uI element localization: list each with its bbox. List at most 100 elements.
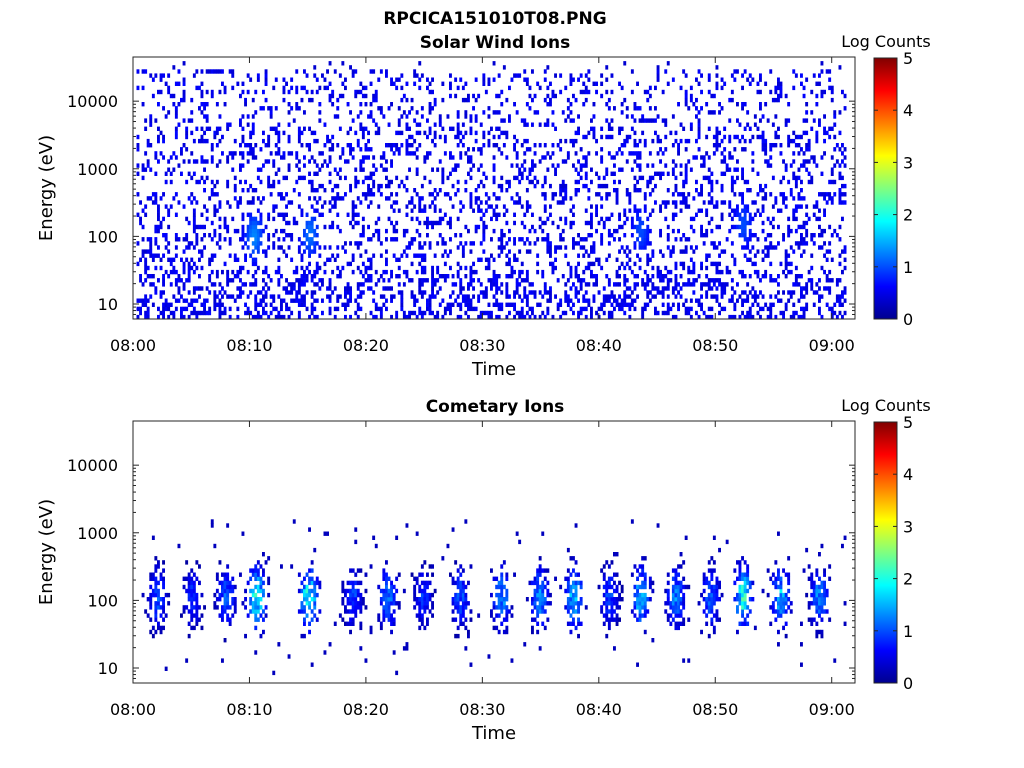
- heatmap-cell: [525, 77, 529, 82]
- heatmap-cell: [531, 580, 534, 586]
- heatmap-cell: [192, 625, 196, 631]
- heatmap-cell: [541, 192, 545, 197]
- heatmap-cell: [251, 592, 255, 598]
- heatmap-cell: [136, 163, 140, 168]
- heatmap-cell: [182, 576, 186, 581]
- heatmap-cell: [454, 560, 458, 565]
- heatmap-cell: [428, 106, 432, 111]
- heatmap-cell: [615, 192, 619, 197]
- heatmap-cell: [262, 163, 265, 168]
- heatmap-cell: [369, 81, 373, 86]
- heatmap-cell: [195, 617, 199, 622]
- heatmap-cell: [613, 617, 616, 622]
- heatmap-cell: [282, 286, 286, 291]
- heatmap-cell: [841, 249, 844, 254]
- heatmap-cell: [354, 572, 358, 577]
- heatmap-cell: [285, 290, 288, 295]
- heatmap-cell: [461, 286, 465, 291]
- heatmap-cell: [387, 576, 391, 581]
- heatmap-cell: [741, 216, 744, 222]
- heatmap-cell: [297, 286, 301, 291]
- heatmap-cell: [533, 592, 537, 598]
- heatmap-cell: [318, 286, 322, 291]
- heatmap-cell: [359, 163, 363, 168]
- heatmap-cell: [818, 278, 821, 283]
- heatmap-cell: [420, 621, 424, 626]
- heatmap-cell: [174, 126, 178, 131]
- heatmap-cell: [736, 212, 739, 217]
- heatmap-cell: [315, 200, 319, 205]
- heatmap-cell: [341, 580, 345, 586]
- heatmap-cell: [146, 306, 150, 312]
- heatmap-cell: [226, 200, 230, 205]
- heatmap-cell: [472, 261, 475, 267]
- heatmap-cell: [482, 290, 486, 295]
- heatmap-cell: [805, 102, 809, 107]
- heatmap-cell: [436, 265, 440, 271]
- heatmap-cell: [354, 220, 358, 226]
- heatmap-cell: [200, 625, 204, 631]
- heatmap-cell: [646, 233, 650, 238]
- heatmap-cell: [733, 167, 737, 172]
- heatmap-cell: [151, 93, 155, 99]
- heatmap-cell: [223, 584, 227, 590]
- heatmap-cell: [249, 151, 253, 156]
- heatmap-cell: [513, 257, 516, 262]
- heatmap-cell: [144, 204, 148, 209]
- heatmap-cell: [223, 576, 227, 581]
- heatmap-cell: [359, 646, 363, 651]
- heatmap-cell: [484, 265, 488, 271]
- heatmap-cell: [154, 584, 158, 590]
- heatmap-cell: [351, 204, 355, 209]
- heatmap-cell: [671, 114, 675, 119]
- heatmap-cell: [431, 601, 434, 606]
- x-tick-label: 09:00: [809, 336, 855, 355]
- heatmap-cell: [577, 171, 580, 176]
- heatmap-cell: [292, 118, 296, 123]
- heatmap-cell: [761, 114, 765, 119]
- heatmap-cell: [461, 97, 465, 103]
- heatmap-cell: [579, 286, 583, 291]
- heatmap-cell: [387, 609, 391, 614]
- heatmap-cell: [549, 249, 552, 254]
- heatmap-cell: [805, 143, 809, 148]
- heatmap-cell: [743, 212, 747, 217]
- heatmap-cell: [492, 617, 496, 622]
- heatmap-cell: [246, 245, 250, 250]
- heatmap-cell: [303, 294, 306, 299]
- heatmap-cell: [651, 282, 655, 287]
- heatmap-cell: [764, 138, 768, 144]
- heatmap-cell: [433, 143, 437, 148]
- heatmap-cell: [607, 126, 611, 131]
- heatmap-cell: [177, 122, 181, 127]
- heatmap-cell: [249, 588, 253, 594]
- heatmap-cell: [610, 302, 614, 307]
- heatmap-cell: [274, 306, 278, 312]
- heatmap-cell: [310, 274, 314, 279]
- heatmap-cell: [518, 294, 522, 299]
- heatmap-cell: [531, 122, 534, 127]
- heatmap-cell: [223, 306, 227, 312]
- heatmap-cell: [674, 212, 678, 217]
- heatmap-cell: [500, 592, 504, 598]
- heatmap-cell: [369, 274, 373, 279]
- heatmap-cell: [707, 126, 711, 131]
- heatmap-cell: [308, 621, 311, 626]
- heatmap-cell: [167, 85, 171, 91]
- heatmap-cell: [748, 81, 752, 86]
- heatmap-cell: [582, 253, 586, 258]
- heatmap-cell: [369, 257, 373, 262]
- heatmap-cell: [379, 110, 383, 115]
- heatmap-cell: [303, 609, 306, 614]
- heatmap-cell: [418, 601, 422, 606]
- heatmap-cell: [351, 212, 355, 217]
- heatmap-cell: [779, 93, 783, 99]
- heatmap-cell: [241, 126, 245, 131]
- heatmap-cell: [520, 118, 524, 123]
- heatmap-cell: [759, 212, 762, 217]
- heatmap-cell: [195, 310, 199, 316]
- heatmap-cell: [459, 208, 463, 213]
- heatmap-cell: [459, 241, 463, 246]
- heatmap-cell: [779, 261, 783, 267]
- heatmap-cell: [192, 592, 196, 598]
